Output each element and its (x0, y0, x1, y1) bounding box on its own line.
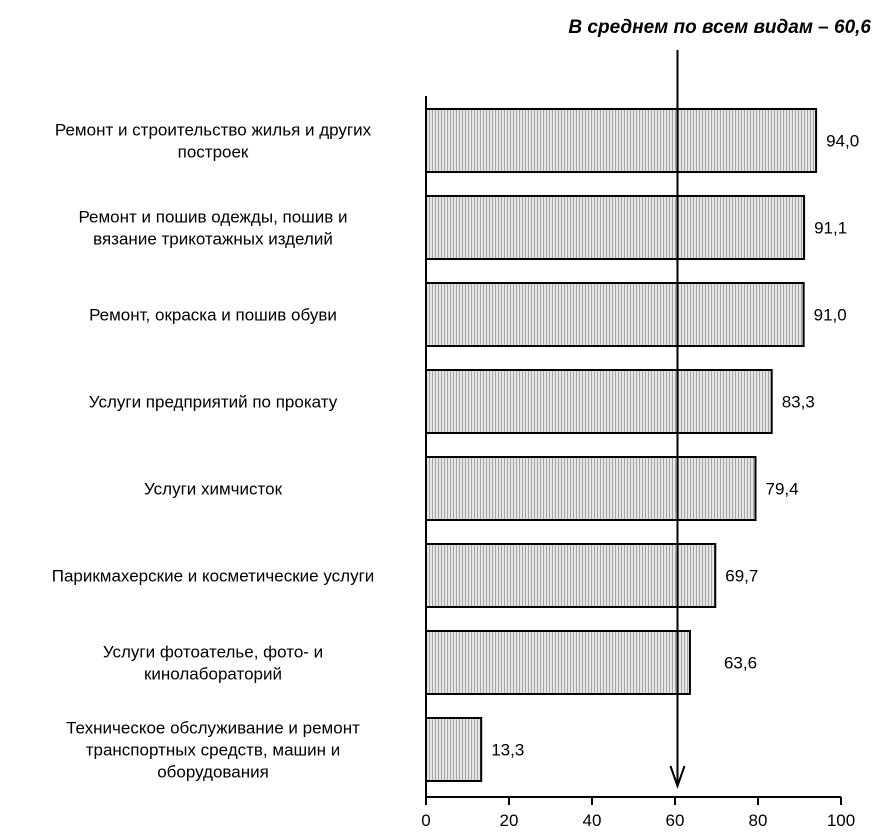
category-label-line: кинолабораторий (144, 665, 282, 684)
value-label: 79,4 (766, 480, 799, 499)
value-label: 91,0 (814, 306, 847, 325)
category-label-line: Ремонт, окраска и пошив обуви (89, 306, 337, 325)
category-label: Услуги фотоателье, фото- и кинолаборатори… (103, 643, 323, 684)
bar (425, 108, 818, 173)
bar (425, 456, 757, 521)
category-label: Услуги химчисток (144, 480, 283, 499)
category-label: Ремонт, окраска и пошив обуви (89, 306, 337, 325)
value-label: 94,0 (826, 132, 859, 151)
bar (425, 369, 773, 434)
labels-group: 94,0 Ремонт и строительство жилья и други… (52, 17, 872, 830)
category-label-line: Услуги фотоателье, фото- и (103, 643, 323, 662)
category-label: Парикмахерские и косметические услуги (52, 567, 375, 586)
x-tick-label: 40 (583, 811, 602, 830)
category-label-line: Услуги химчисток (144, 480, 283, 499)
x-tick-label: 80 (749, 811, 768, 830)
category-label: Ремонт и пошив одежды, пошив и вязание тр… (78, 208, 347, 249)
bars-group (425, 108, 818, 782)
average-label: В среднем по всем видам – 60,6 (568, 17, 871, 38)
category-label-line: Услуги предприятий по прокату (89, 393, 338, 412)
category-label-line: построек (178, 143, 249, 162)
category-label: Ремонт и строительство жилья и других пос… (55, 121, 372, 162)
value-label: 63,6 (724, 654, 757, 673)
category-label-line: транспортных средств, машин и (86, 741, 341, 760)
category-label-line: Ремонт и строительство жилья и других (55, 121, 372, 140)
average-arrow-head (669, 765, 686, 790)
category-label-line: Ремонт и пошив одежды, пошив и (78, 208, 347, 227)
category-label-line: Парикмахерские и косметические услуги (52, 567, 375, 586)
x-tick-label: 100 (827, 811, 855, 830)
bar (425, 195, 806, 260)
bar (425, 543, 717, 608)
category-label-line: оборудования (157, 763, 269, 782)
value-label: 91,1 (814, 219, 847, 238)
category-label: Услуги предприятий по прокату (89, 393, 338, 412)
x-tick-label: 60 (666, 811, 685, 830)
axes-group (425, 50, 842, 805)
category-label-line: Техническое обслуживание и ремонт (66, 719, 360, 738)
value-label: 83,3 (782, 393, 815, 412)
x-tick-label: 20 (500, 811, 519, 830)
bar (425, 282, 805, 347)
category-label-line: вязание трикотажных изделий (93, 230, 333, 249)
bar (425, 630, 691, 695)
category-label: Техническое обслуживание и ремонт транспо… (66, 719, 360, 782)
value-label: 13,3 (491, 741, 524, 760)
bar (425, 717, 483, 782)
x-tick-label: 0 (421, 811, 430, 830)
value-label: 69,7 (725, 567, 758, 586)
